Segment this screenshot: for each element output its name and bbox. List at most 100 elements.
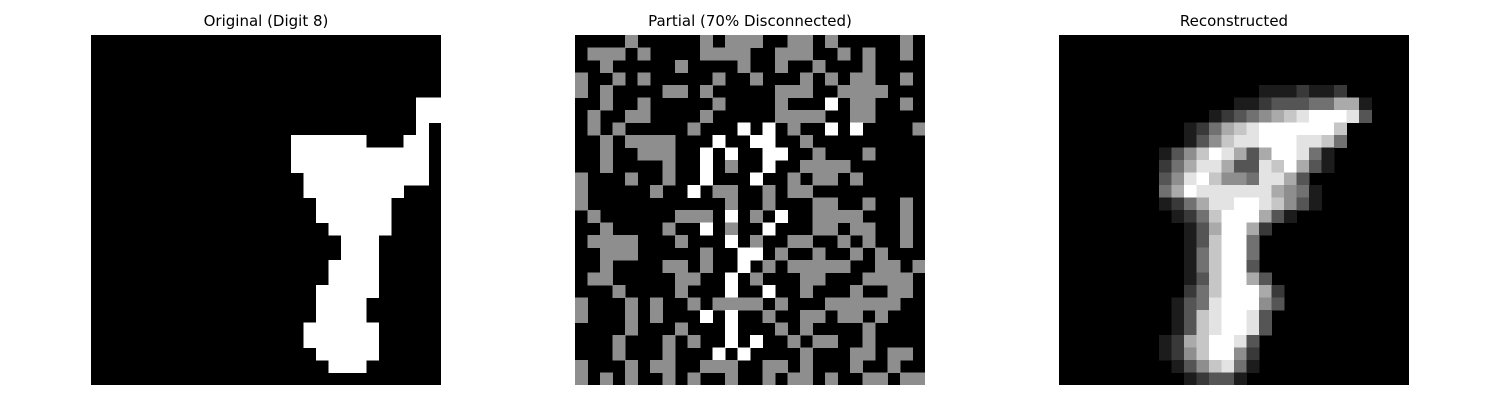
pixel-cell	[1196, 135, 1210, 148]
pixel-cell	[675, 60, 688, 73]
pixel-cell	[428, 97, 441, 111]
pixel-cell	[662, 335, 676, 348]
pixel-cell	[812, 110, 826, 123]
pixel-cell	[650, 310, 663, 323]
pixel-cell	[341, 160, 354, 173]
pixel-cell	[366, 147, 379, 161]
pixel-cell	[750, 297, 763, 311]
image-partial	[575, 35, 925, 385]
pixel-cell	[737, 347, 751, 361]
pixel-cell	[800, 322, 813, 336]
pixel-cell	[1221, 285, 1235, 298]
pixel-cell	[1221, 272, 1235, 286]
pixel-cell	[1196, 197, 1210, 211]
pixel-cell	[341, 360, 354, 373]
pixel-cell	[1209, 160, 1222, 173]
pixel-cell	[328, 360, 342, 373]
pixel-cell	[316, 210, 329, 223]
pixel-cell	[887, 285, 901, 298]
pixel-cell	[1184, 322, 1197, 336]
panel-title-original: Original (Digit 8)	[203, 12, 329, 30]
pixel-cell	[316, 347, 329, 361]
pixel-cell	[1234, 347, 1247, 361]
pixel-cell	[825, 35, 838, 48]
pixel-cell	[366, 285, 379, 298]
pixel-cell	[725, 47, 738, 61]
pixel-cell	[1234, 310, 1247, 323]
pixel-cell	[303, 135, 317, 148]
pixel-cell	[366, 260, 379, 273]
pixel-cell	[762, 185, 776, 198]
pixel-cell	[303, 172, 317, 186]
pixel-cell	[800, 235, 813, 248]
pixel-cell	[291, 135, 304, 148]
pixel-cell	[850, 210, 863, 223]
pixel-cell	[725, 160, 738, 173]
pixel-cell	[416, 97, 429, 111]
pixel-cell	[1246, 322, 1260, 336]
pixel-cell	[1359, 110, 1372, 123]
pixel-cell	[687, 210, 701, 223]
pixel-cell	[353, 260, 367, 273]
pixel-cell	[687, 297, 701, 311]
pixel-cell	[825, 97, 838, 111]
pixel-cell	[900, 47, 913, 61]
pixel-cell	[875, 247, 888, 261]
pixel-cell	[353, 297, 367, 311]
pixel-cell	[762, 372, 776, 385]
pixel-cell	[1321, 135, 1335, 148]
pixel-cell	[737, 35, 751, 48]
pixel-cell	[341, 310, 354, 323]
pixel-cell	[575, 172, 588, 186]
pixel-cell	[403, 147, 417, 161]
pixel-cell	[837, 235, 851, 248]
pixel-cell	[725, 35, 738, 48]
pixel-cell	[1221, 197, 1235, 211]
pixel-cell	[575, 72, 588, 86]
pixel-cell	[391, 147, 404, 161]
panel-title-reconstructed: Reconstructed	[1179, 12, 1289, 30]
pixel-cell	[862, 222, 876, 236]
pixel-cell	[1259, 97, 1272, 111]
pixel-cell	[1184, 122, 1197, 136]
pixel-cell	[1259, 322, 1272, 336]
pixel-cell	[1334, 122, 1347, 136]
pixel-cell	[328, 310, 342, 323]
pixel-cell	[800, 135, 813, 148]
pixel-cell	[600, 135, 613, 148]
pixel-cell	[1209, 122, 1222, 136]
pixel-cell	[1271, 147, 1285, 161]
pixel-cell	[900, 235, 913, 248]
pixel-cell	[725, 297, 738, 311]
pixel-cell	[316, 147, 329, 161]
pixel-cell	[600, 260, 613, 273]
pixel-cell	[900, 97, 913, 111]
pixel-cell	[1209, 297, 1222, 311]
pixel-cell	[787, 122, 801, 136]
pixel-cell	[875, 310, 888, 323]
pixel-cell	[850, 297, 863, 311]
pixel-cell	[737, 122, 751, 136]
pixel-cell	[1221, 122, 1235, 136]
pixel-cell	[800, 360, 813, 373]
pixel-cell	[403, 160, 417, 173]
pixel-cell	[1259, 272, 1272, 286]
pixel-cell	[750, 235, 763, 248]
pixel-cell	[341, 147, 354, 161]
pixel-cell	[1296, 110, 1310, 123]
pixel-cell	[1196, 235, 1210, 248]
pixel-cell	[341, 285, 354, 298]
panel-reconstructed: Reconstructed	[1059, 0, 1409, 400]
pixel-cell	[1271, 185, 1285, 198]
pixel-cell	[1159, 335, 1172, 348]
pixel-cell	[1221, 335, 1235, 348]
panel-partial: Partial (70% Disconnected)	[575, 0, 925, 400]
pixel-cell	[737, 47, 751, 61]
pixel-cell	[353, 235, 367, 248]
pixel-cell	[1209, 197, 1222, 211]
pixel-cell	[1196, 372, 1210, 385]
pixel-cell	[625, 235, 638, 248]
pixel-cell	[403, 172, 417, 186]
pixel-cell	[800, 372, 813, 385]
pixel-cell	[1359, 97, 1372, 111]
